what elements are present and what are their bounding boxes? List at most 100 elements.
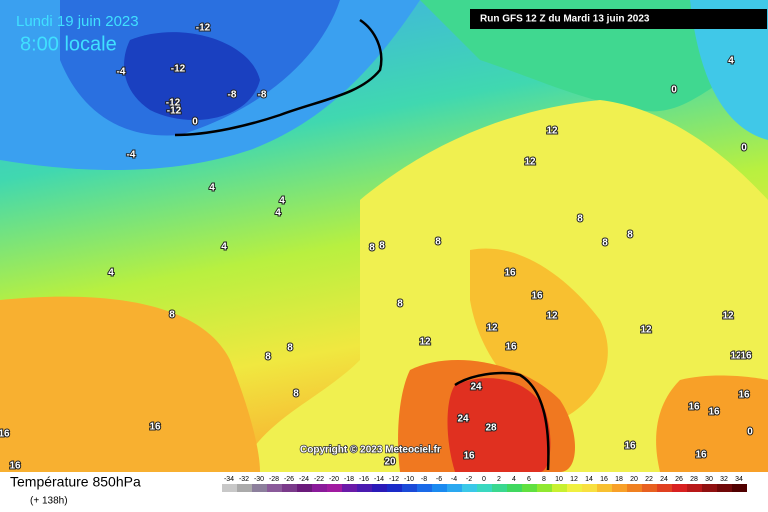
scale-swatch	[222, 484, 237, 492]
contour-label: 16	[695, 450, 707, 461]
scale-swatch	[552, 484, 567, 492]
scale-swatch	[537, 484, 552, 492]
scale-swatch	[327, 484, 342, 492]
isotherm-24	[454, 371, 550, 471]
contour-label: 8	[627, 230, 633, 241]
scale-swatch	[372, 484, 387, 492]
contour-label: 16	[0, 429, 10, 440]
east-hot	[656, 375, 768, 472]
forecast-time: 8:00 locale	[20, 33, 117, 55]
scale-tick-label: 20	[630, 476, 638, 483]
scale-tick-label: -6	[436, 476, 442, 483]
scale-swatch	[702, 484, 717, 492]
scale-swatch	[477, 484, 492, 492]
scale-tick-label: -20	[329, 476, 339, 483]
scale-swatch	[717, 484, 732, 492]
scale-tick-label: -12	[389, 476, 399, 483]
scale-tick-label: -14	[374, 476, 384, 483]
contour-label: 4	[108, 268, 114, 279]
contour-label: 16	[740, 351, 752, 362]
color-scale: -34 -32 -30 -28 -26 -24 -22 -20 -18 -16 -14 -12 -10-…	[222, 476, 747, 492]
scale-swatch	[627, 484, 642, 492]
scale-swatch	[357, 484, 372, 492]
scale-swatch	[612, 484, 627, 492]
contour-label: 16	[738, 390, 750, 401]
contour-label: 12	[486, 323, 498, 334]
run-box	[470, 9, 767, 29]
scale-tick-label: -26	[284, 476, 294, 483]
run-info: Run GFS 12 Z du Mardi 13 juin 2023	[480, 14, 650, 25]
scale-swatch	[267, 484, 282, 492]
scale-tick-label: -24	[299, 476, 309, 483]
contour-label: 0	[192, 117, 198, 128]
footer-subtitle: (+ 138h)	[30, 496, 68, 507]
contour-label: 8	[169, 310, 175, 321]
contour-label: 8	[293, 389, 299, 400]
contour-label: 4	[275, 208, 281, 219]
scale-tick-label: -32	[239, 476, 249, 483]
footer-title: Température 850hPa	[10, 474, 141, 490]
contour-label: 8	[397, 299, 403, 310]
contour-label: 4	[209, 183, 215, 194]
scale-tick-label: -2	[466, 476, 472, 483]
contour-label: 24	[470, 382, 482, 393]
contour-label: -4	[117, 67, 126, 78]
scale-tick-label: 28	[690, 476, 698, 483]
arctic-cold	[690, 0, 768, 140]
scale-swatch	[252, 484, 267, 492]
scale-swatch	[642, 484, 657, 492]
scale-tick-label: 16	[600, 476, 608, 483]
scale-swatch	[417, 484, 432, 492]
copyright: Copyright © 2023 Meteociel.fr	[300, 445, 441, 456]
scale-swatch	[432, 484, 447, 492]
contour-label: 4	[728, 56, 734, 67]
scale-tick-label: 2	[497, 476, 501, 483]
scale-swatch	[582, 484, 597, 492]
contour-label: 8	[287, 343, 293, 354]
zero-isotherm	[174, 18, 383, 137]
scale-swatch	[522, 484, 537, 492]
contour-label: 16	[688, 402, 700, 413]
scale-swatch	[297, 484, 312, 492]
scale-tick-label: -4	[451, 476, 457, 483]
contour-label: 12	[640, 325, 652, 336]
contour-label: 16	[463, 451, 475, 462]
forecast-date: Lundi 19 juin 2023	[16, 13, 139, 30]
scale-tick-label: 10	[555, 476, 563, 483]
contour-label: 4	[279, 196, 285, 207]
scale-tick-label: -22	[314, 476, 324, 483]
south-warm	[0, 296, 260, 472]
iberia-hottest	[447, 378, 551, 472]
scale-swatch	[342, 484, 357, 492]
central-warm	[470, 248, 608, 420]
contour-label: 20	[384, 457, 396, 468]
scale-swatch	[402, 484, 417, 492]
contour-label: 16	[149, 422, 161, 433]
contour-label: 16	[504, 268, 516, 279]
contour-label: 0	[747, 427, 753, 438]
contour-label: -4	[127, 150, 136, 161]
scale-tick-label: 8	[542, 476, 546, 483]
contour-label: -8	[228, 90, 237, 101]
scale-tick-label: 18	[615, 476, 623, 483]
scale-tick-label: 0	[482, 476, 486, 483]
contour-label: 12	[546, 311, 558, 322]
contour-label: 8	[602, 238, 608, 249]
scale-tick-label: 34	[735, 476, 743, 483]
contour-label: 16	[9, 461, 21, 472]
scale-swatch	[687, 484, 702, 492]
scale-tick-label: -18	[344, 476, 354, 483]
scale-tick-label: 4	[512, 476, 516, 483]
contour-label: 12	[524, 157, 536, 168]
contour-label: 16	[624, 441, 636, 452]
contour-label: 16	[708, 407, 720, 418]
contour-label: -8	[258, 90, 267, 101]
contour-label: -12	[171, 64, 186, 75]
scale-tick-label: -16	[359, 476, 369, 483]
scale-swatch	[282, 484, 297, 492]
scale-tick-label: -30	[254, 476, 264, 483]
scale-swatch	[507, 484, 522, 492]
scale-tick-label: -34	[224, 476, 234, 483]
scale-tick-label: -28	[269, 476, 279, 483]
